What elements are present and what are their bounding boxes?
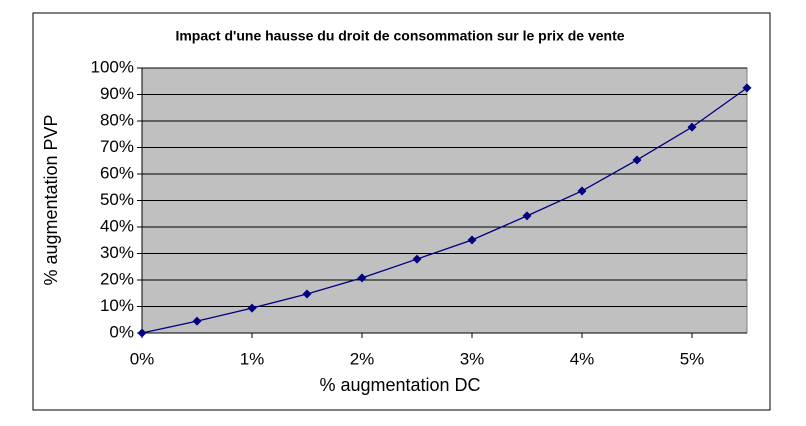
x-tick-label: 0%: [130, 349, 155, 368]
y-tick-label: 10%: [100, 296, 134, 315]
data-point: [687, 122, 697, 132]
x-tick-label: 3%: [460, 349, 485, 368]
data-point: [137, 328, 147, 338]
data-point: [467, 235, 477, 245]
x-tick-label: 4%: [570, 349, 595, 368]
data-point: [632, 155, 642, 165]
x-tick-label: 5%: [680, 349, 705, 368]
y-tick-label: 70%: [100, 137, 134, 156]
y-tick-label: 40%: [100, 216, 134, 235]
y-tick-label: 60%: [100, 163, 134, 182]
data-point: [522, 211, 532, 221]
data-point: [192, 316, 202, 326]
data-point: [412, 254, 422, 264]
y-tick-label: 80%: [100, 110, 134, 129]
y-tick-label: 20%: [100, 269, 134, 288]
data-point: [247, 303, 257, 313]
y-tick-label: 90%: [100, 84, 134, 103]
x-axis-label: % augmentation DC: [319, 375, 480, 395]
x-tick-label: 2%: [350, 349, 375, 368]
chart-title: Impact d'une hausse du droit de consomma…: [175, 28, 624, 44]
data-point: [357, 273, 367, 283]
data-point: [742, 83, 752, 93]
y-tick-label: 30%: [100, 243, 134, 262]
y-axis-label: % augmentation PVP: [41, 114, 61, 285]
data-point: [302, 289, 312, 299]
y-tick-label: 100%: [91, 57, 134, 76]
y-tick-label: 0%: [109, 322, 134, 341]
series-line: [141, 87, 748, 334]
y-tick-label: 50%: [100, 190, 134, 209]
x-tick-label: 1%: [240, 349, 265, 368]
data-point: [577, 186, 587, 196]
